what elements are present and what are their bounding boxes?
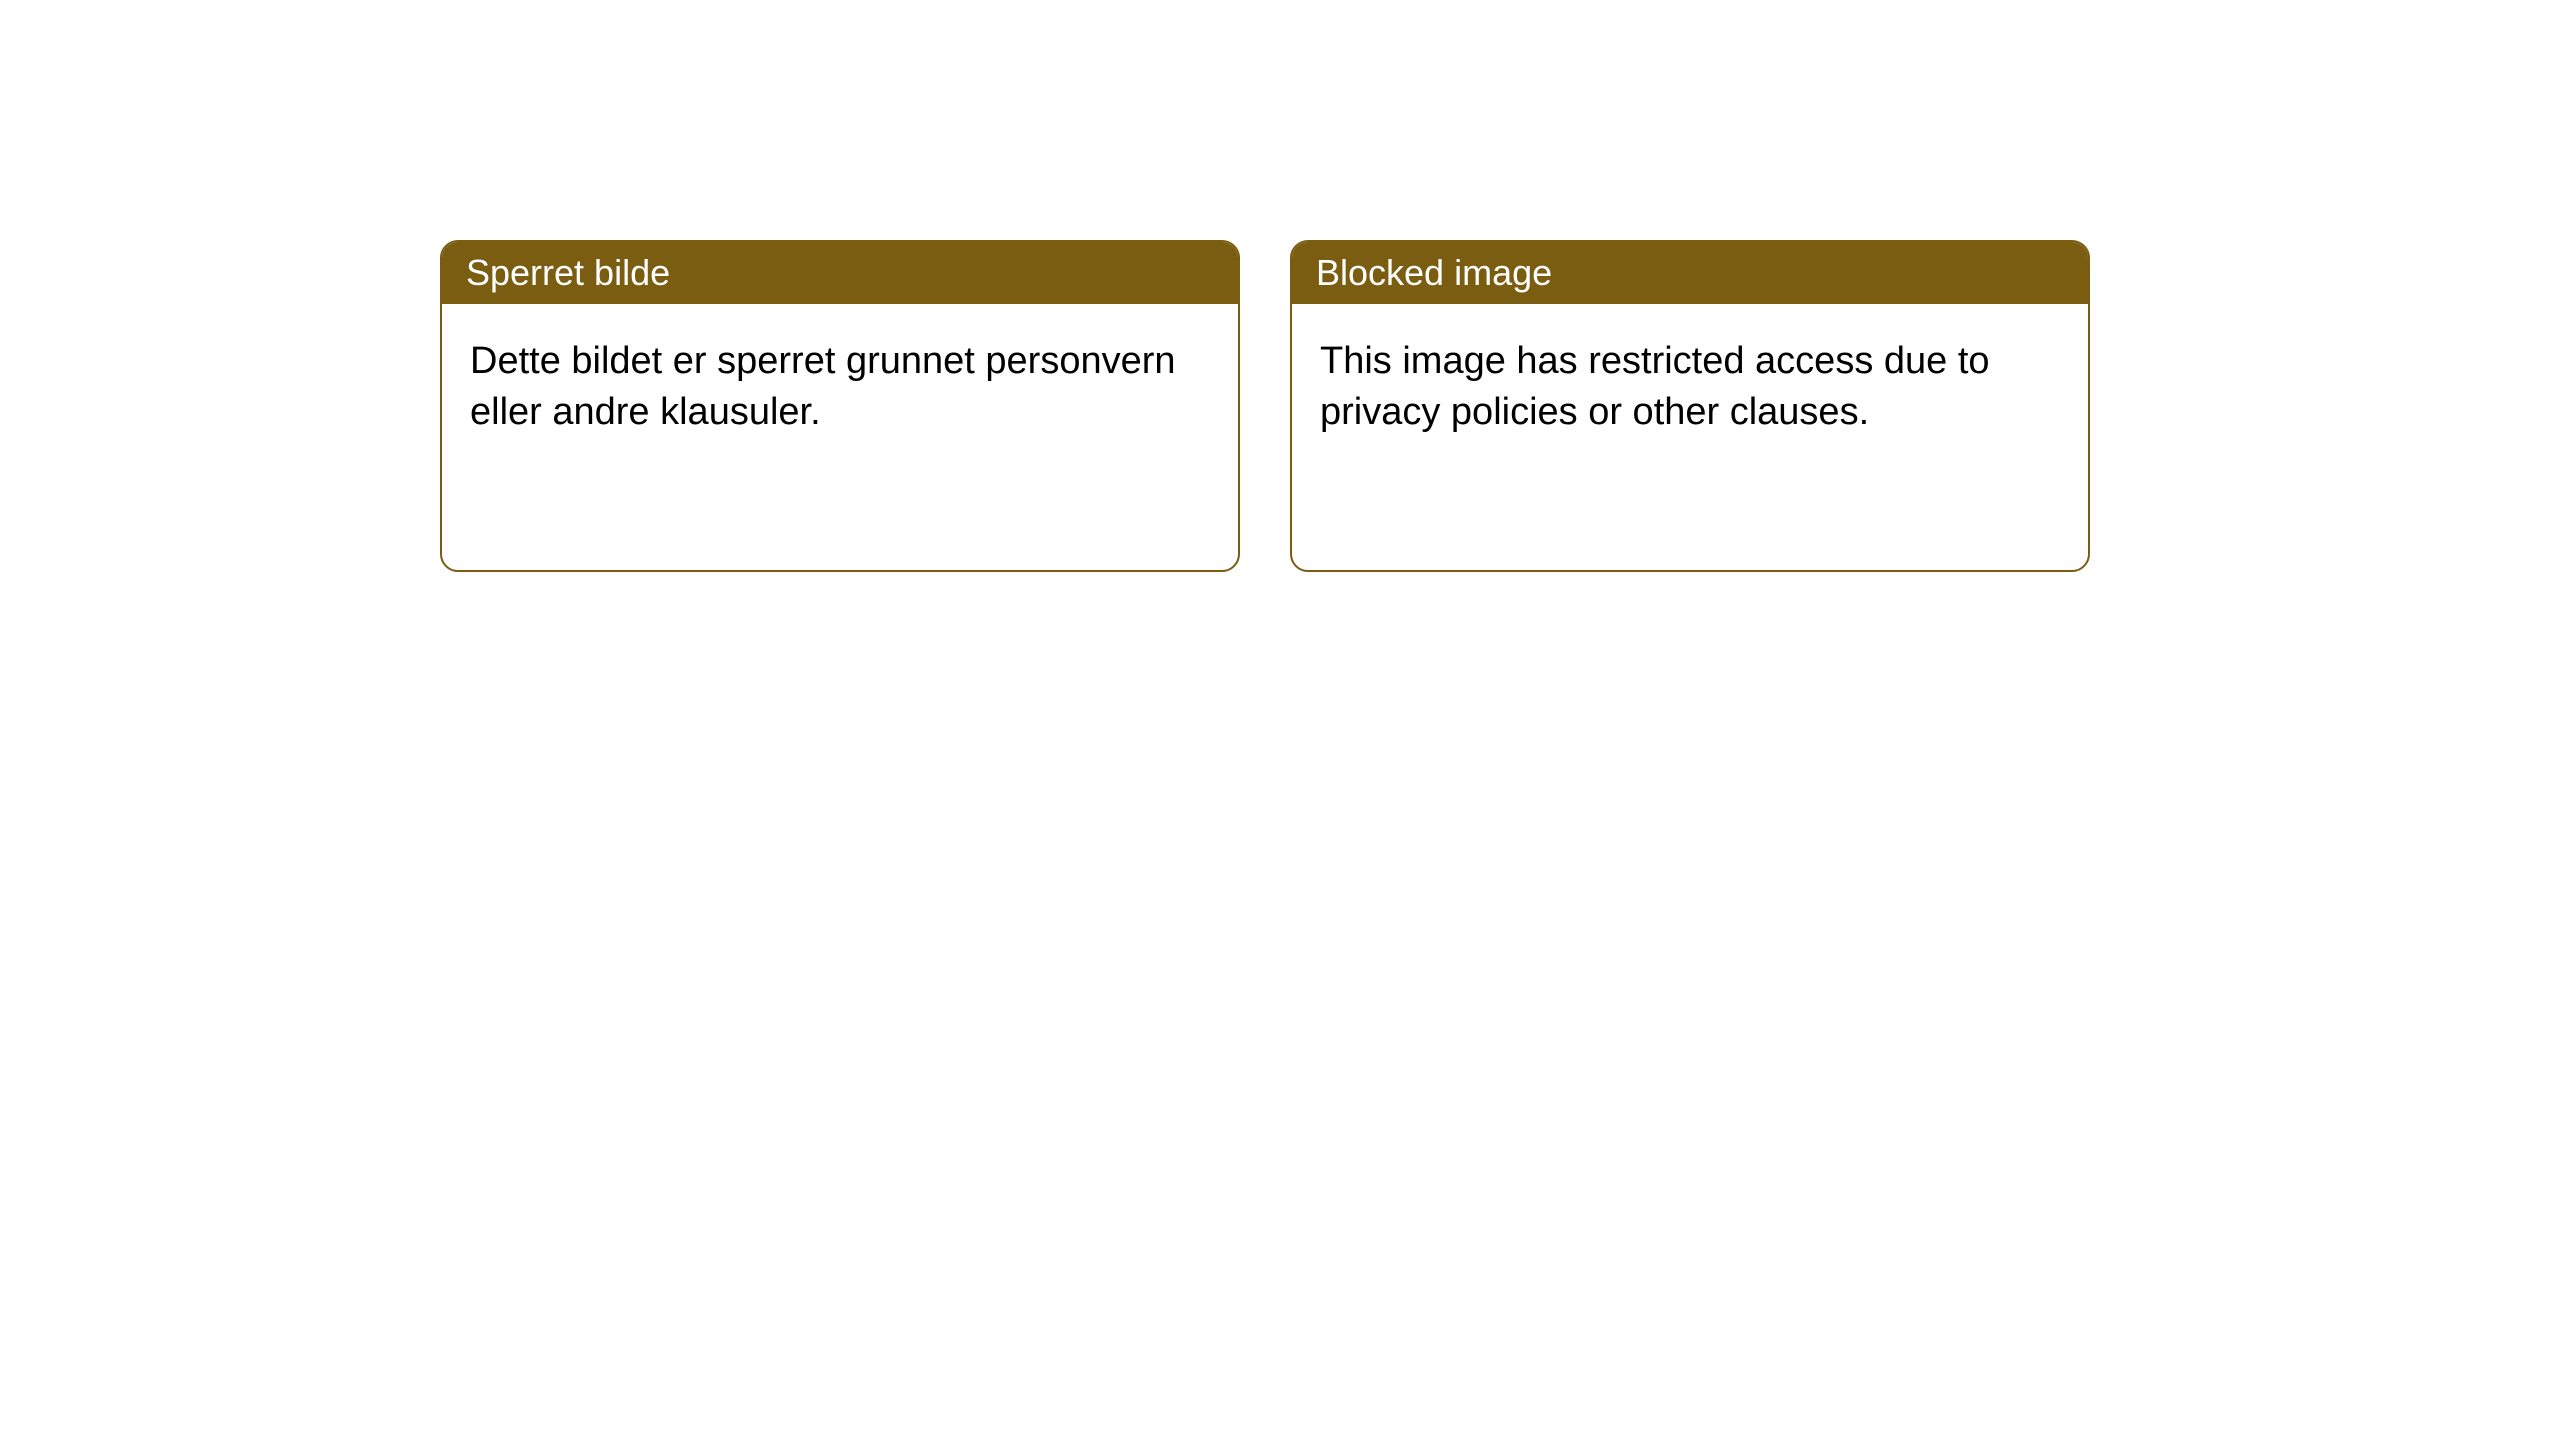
card-header-en: Blocked image <box>1292 242 2088 304</box>
card-body-text-no: Dette bildet er sperret grunnet personve… <box>470 340 1176 433</box>
card-body-text-en: This image has restricted access due to … <box>1320 340 1990 433</box>
blocked-image-card-en: Blocked image This image has restricted … <box>1290 240 2090 572</box>
card-title-no: Sperret bilde <box>466 252 670 293</box>
blocked-image-card-no: Sperret bilde Dette bildet er sperret gr… <box>440 240 1240 572</box>
card-header-no: Sperret bilde <box>442 242 1238 304</box>
card-body-no: Dette bildet er sperret grunnet personve… <box>442 304 1238 471</box>
card-body-en: This image has restricted access due to … <box>1292 304 2088 471</box>
card-title-en: Blocked image <box>1316 252 1552 293</box>
notice-container: Sperret bilde Dette bildet er sperret gr… <box>0 0 2560 572</box>
